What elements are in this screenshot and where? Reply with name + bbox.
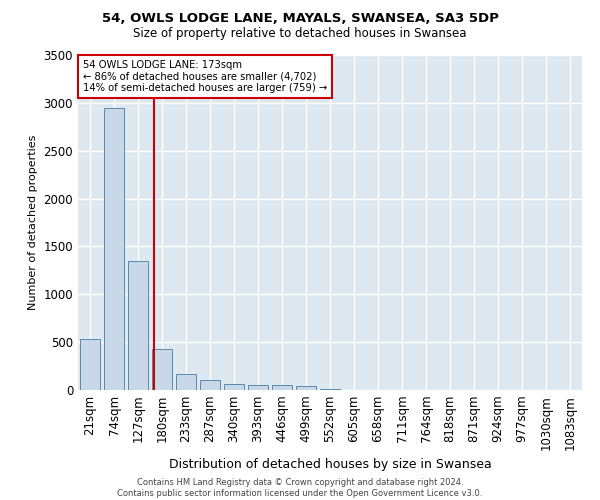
X-axis label: Distribution of detached houses by size in Swansea: Distribution of detached houses by size … [169,458,491,471]
Bar [224,384,244,390]
Text: Contains HM Land Registry data © Crown copyright and database right 2024.
Contai: Contains HM Land Registry data © Crown c… [118,478,482,498]
Bar [320,389,340,390]
Bar [296,386,316,390]
Bar [152,349,172,390]
Text: 54, OWLS LODGE LANE, MAYALS, SWANSEA, SA3 5DP: 54, OWLS LODGE LANE, MAYALS, SWANSEA, SA… [101,12,499,26]
Bar [248,384,268,390]
Bar [176,374,196,390]
Bar [128,261,148,390]
Bar [104,108,124,390]
Bar [80,340,100,390]
Text: Size of property relative to detached houses in Swansea: Size of property relative to detached ho… [133,28,467,40]
Text: 54 OWLS LODGE LANE: 173sqm
← 86% of detached houses are smaller (4,702)
14% of s: 54 OWLS LODGE LANE: 173sqm ← 86% of deta… [83,60,327,93]
Bar [272,385,292,390]
Y-axis label: Number of detached properties: Number of detached properties [28,135,38,310]
Bar [200,380,220,390]
